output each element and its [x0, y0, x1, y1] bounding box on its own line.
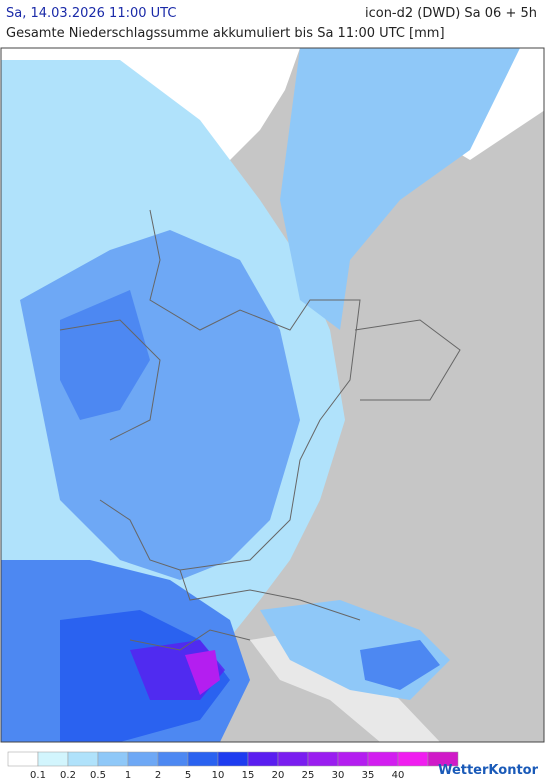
precip-peak: [185, 650, 220, 695]
legend-swatch: [37, 751, 69, 767]
legend-swatch: [7, 751, 39, 767]
legend: 0.1 0.2 0.5 1 2 5 10 15 20 25 30 35 40: [7, 751, 459, 781]
legend-label: 1: [125, 770, 131, 781]
legend-swatch: [157, 751, 189, 767]
valid-time: Sa, 14.03.2026 11:00 UTC: [6, 6, 177, 21]
legend-swatch: [277, 751, 309, 767]
border-line: [59, 319, 161, 441]
legend-label: 20: [272, 770, 285, 781]
border-line: [354, 319, 461, 401]
legend-swatch: [367, 751, 399, 767]
legend-swatch: [397, 751, 429, 767]
legend-label: 30: [332, 770, 345, 781]
precip-benelux: [60, 290, 150, 420]
legend-swatch: [187, 751, 219, 767]
legend-swatch: [127, 751, 159, 767]
border-line: [179, 569, 361, 621]
brand-logo: WetterKontor: [438, 763, 539, 778]
legend-label: 0.1: [30, 770, 46, 781]
legend-label: 25: [302, 770, 315, 781]
legend-label: 35: [362, 770, 375, 781]
legend-swatch: [247, 751, 279, 767]
legend-swatch: [337, 751, 369, 767]
legend-swatch: [97, 751, 129, 767]
legend-swatch: [307, 751, 339, 767]
map-subtitle: Gesamte Niederschlagssumme akkumuliert b…: [6, 26, 445, 41]
border-line: [99, 209, 361, 571]
legend-swatch: [427, 751, 459, 767]
legend-swatch: [217, 751, 249, 767]
borders: [59, 209, 461, 651]
precip-italy-heavy: [360, 640, 440, 690]
legend-label: 2: [155, 770, 161, 781]
map-frame: [0, 47, 545, 743]
legend-label: 0.2: [60, 770, 76, 781]
legend-swatch: [67, 751, 99, 767]
legend-label: 40: [392, 770, 405, 781]
border-line: [129, 629, 251, 651]
legend-label: 5: [185, 770, 191, 781]
legend-label: 0.5: [90, 770, 106, 781]
legend-label: 15: [242, 770, 255, 781]
legend-label: 10: [212, 770, 225, 781]
precip-north: [280, 48, 520, 330]
model-run: icon-d2 (DWD) Sa 06 + 5h: [364, 6, 537, 21]
